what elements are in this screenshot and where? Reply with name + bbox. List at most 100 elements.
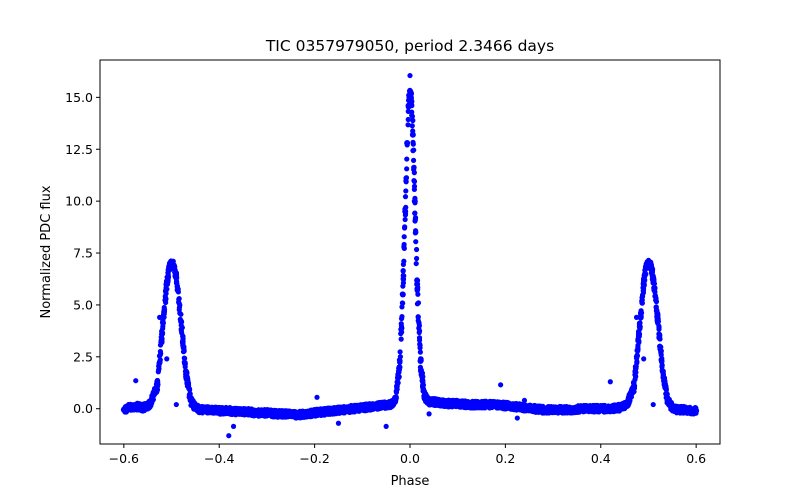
data-point (398, 316, 405, 322)
outlier-point (173, 401, 179, 408)
data-point (306, 411, 312, 417)
data-point (659, 358, 665, 364)
x-tick-label: 0.0 (400, 451, 420, 466)
data-point (213, 407, 219, 413)
data-point (392, 397, 398, 403)
data-point (408, 91, 414, 97)
outlier-point (157, 314, 163, 320)
data-point (394, 383, 400, 389)
data-point (421, 393, 427, 399)
data-point (490, 401, 496, 407)
data-point (417, 367, 424, 373)
data-point (384, 402, 390, 408)
data-point (157, 348, 163, 355)
data-point (182, 361, 188, 367)
x-tick-label: 0.2 (495, 451, 515, 466)
data-point (142, 400, 148, 407)
data-point (413, 255, 420, 262)
data-point (401, 241, 407, 248)
data-point (643, 265, 649, 271)
data-point (635, 347, 641, 353)
data-point (439, 397, 446, 404)
data-point (160, 323, 166, 330)
data-point (130, 406, 137, 412)
data-point (411, 186, 417, 193)
data-point (413, 246, 420, 253)
data-point (360, 402, 366, 408)
data-point (653, 296, 659, 302)
data-point (345, 405, 352, 411)
data-point (652, 285, 658, 291)
data-point (642, 277, 648, 284)
data-point (654, 310, 660, 316)
data-point (172, 273, 178, 279)
outlier-point (159, 339, 165, 345)
data-point (663, 385, 669, 391)
outlier-point (335, 420, 342, 426)
data-point (509, 404, 516, 410)
data-point (504, 405, 510, 411)
plot-area (99, 59, 721, 445)
data-point (401, 225, 408, 231)
data-point (389, 402, 395, 409)
data-point (273, 407, 279, 414)
data-point (633, 365, 639, 371)
outlier-point (636, 339, 642, 345)
data-point (648, 262, 654, 268)
data-point (399, 291, 405, 297)
data-point (680, 409, 686, 415)
data-point (207, 406, 214, 412)
x-tick-label: −0.2 (299, 451, 329, 466)
data-point (414, 286, 420, 292)
data-point (404, 166, 410, 172)
y-tick-label: 15.0 (65, 90, 93, 105)
data-point (663, 391, 669, 397)
data-point (413, 260, 419, 267)
data-point (199, 404, 205, 410)
data-point (576, 407, 582, 413)
data-point (264, 413, 270, 419)
outlier-point (514, 415, 520, 421)
data-point (154, 383, 161, 389)
outlier-point (498, 382, 504, 388)
data-point (411, 164, 417, 170)
data-point (398, 336, 404, 342)
data-point (162, 293, 168, 299)
data-point (356, 406, 362, 412)
data-point (618, 402, 624, 408)
data-point (403, 204, 409, 210)
data-point (520, 408, 527, 414)
data-point (410, 117, 416, 124)
data-point (135, 405, 141, 411)
data-point (430, 402, 436, 408)
x-tick-label: 0.4 (591, 451, 611, 466)
data-point (405, 116, 411, 123)
data-point (402, 194, 409, 200)
data-point (640, 288, 646, 294)
data-point (636, 330, 642, 336)
outlier-point (314, 394, 320, 400)
data-point (164, 278, 170, 284)
x-axis-label: Phase (391, 474, 430, 489)
data-point (399, 329, 405, 335)
data-point (417, 345, 423, 351)
data-point (654, 316, 660, 322)
data-point (603, 408, 610, 414)
data-point (525, 404, 532, 410)
data-point (453, 398, 459, 404)
data-point (428, 396, 434, 402)
data-point (412, 218, 418, 224)
y-axis: 0.0 2.5 5.0 7.5 10.0 12.5 15.0 (65, 90, 100, 416)
data-point (668, 401, 674, 407)
data-point (288, 413, 294, 420)
data-point (463, 402, 469, 408)
data-point (416, 335, 423, 341)
data-point (139, 405, 145, 411)
data-point (400, 276, 406, 282)
data-point (419, 378, 426, 384)
data-point (219, 408, 226, 414)
data-point (156, 353, 163, 359)
data-point (402, 216, 408, 223)
data-point (186, 394, 192, 400)
